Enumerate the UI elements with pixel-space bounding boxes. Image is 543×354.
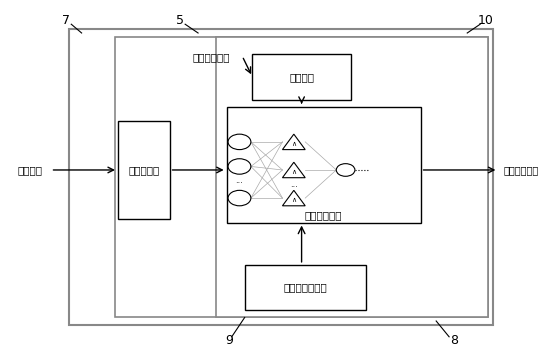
FancyBboxPatch shape [115,36,488,318]
Text: 5: 5 [176,14,184,27]
FancyBboxPatch shape [245,265,367,310]
Text: $\wedge$: $\wedge$ [291,195,297,204]
Text: 9: 9 [225,334,233,347]
Text: ...: ... [290,179,298,189]
Text: 模型更新: 模型更新 [289,72,314,82]
Text: 数据预处理: 数据预处理 [128,165,159,175]
Text: 离线化验数据: 离线化验数据 [193,53,230,63]
Polygon shape [282,190,305,206]
Circle shape [228,159,251,174]
Circle shape [228,190,251,206]
Text: 输出软测量值: 输出软测量值 [503,165,539,175]
Text: ...: ... [236,176,243,185]
Text: 模糊方程模型: 模糊方程模型 [305,211,342,221]
Text: 8: 8 [450,334,458,347]
Text: 10: 10 [477,14,493,27]
FancyBboxPatch shape [226,107,421,223]
Text: $\wedge$: $\wedge$ [291,139,297,148]
FancyBboxPatch shape [68,29,493,325]
FancyBboxPatch shape [252,54,351,100]
Text: 输入数据: 输入数据 [17,165,42,175]
FancyBboxPatch shape [216,36,488,318]
Text: 7: 7 [62,14,70,27]
Circle shape [228,134,251,150]
Polygon shape [282,162,305,178]
Text: $\wedge$: $\wedge$ [291,167,297,176]
Polygon shape [282,134,305,150]
Circle shape [336,164,355,176]
FancyBboxPatch shape [118,121,169,219]
Text: 粒子群算法优化: 粒子群算法优化 [283,282,327,293]
